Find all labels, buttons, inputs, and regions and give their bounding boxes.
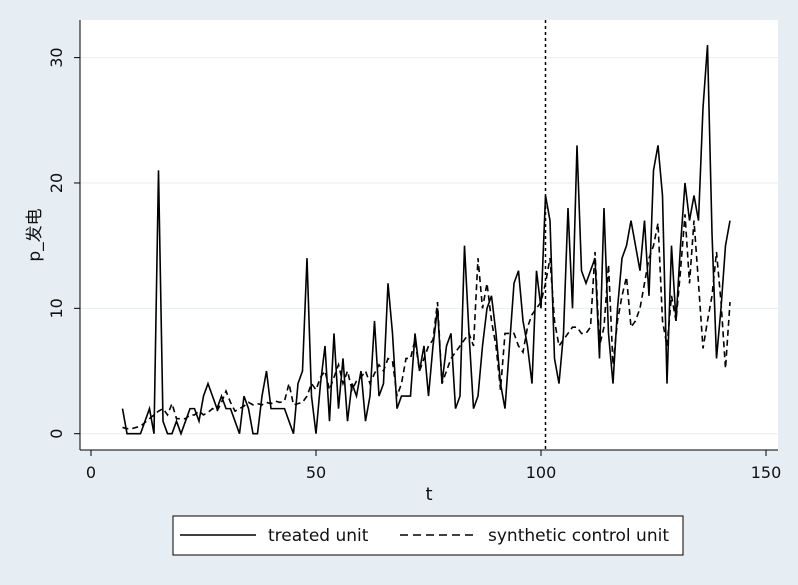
axes bbox=[79, 20, 778, 451]
x-tick-label: 150 bbox=[751, 463, 782, 482]
y-tick-label: 20 bbox=[47, 173, 66, 193]
y-tick-label: 10 bbox=[47, 298, 66, 318]
treated-unit-line bbox=[121, 45, 731, 437]
y-tick-label: 30 bbox=[47, 47, 66, 67]
x-axis-label: t bbox=[425, 484, 432, 505]
x-tick-label: 0 bbox=[86, 463, 96, 482]
legend-label-treated: treated unit bbox=[268, 526, 369, 546]
plot-area bbox=[80, 20, 778, 450]
y-axis-label: p_发电 bbox=[25, 208, 45, 261]
x-tick-label: 100 bbox=[526, 463, 557, 482]
legend-label-synthetic: synthetic control unit bbox=[488, 526, 669, 546]
legend: treated unit synthetic control unit bbox=[172, 515, 684, 556]
x-tick-label: 50 bbox=[306, 463, 326, 482]
series bbox=[121, 45, 731, 437]
synthetic-control-line bbox=[122, 214, 731, 430]
ticks: 0 10 20 30 0 50 100 150 bbox=[47, 47, 781, 482]
y-tick-label: 0 bbox=[47, 429, 66, 439]
